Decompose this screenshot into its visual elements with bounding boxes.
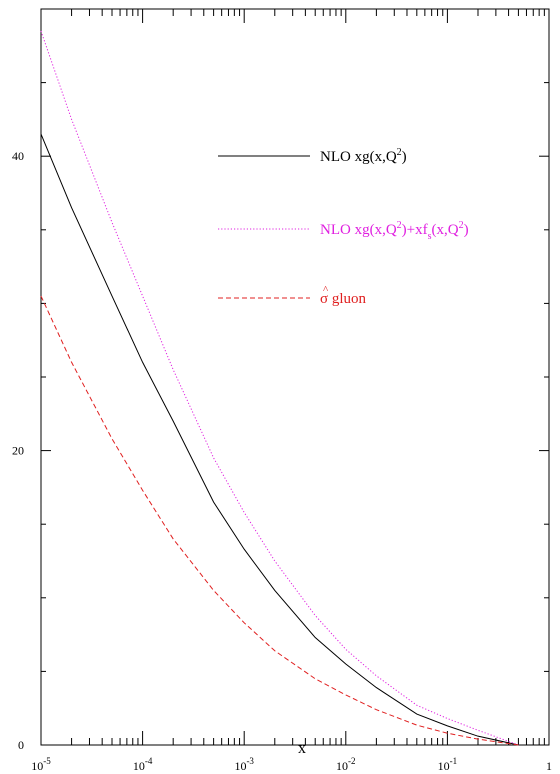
series-layer [40,30,519,746]
y-tick-label: 20 [12,444,24,458]
plot-frame [40,8,550,746]
y-tick-label: 40 [12,149,24,163]
x-tick-label: 10-3 [234,756,254,773]
legend-label-1: NLO xg(x,Q2) [320,147,407,165]
x-tick-label: 10-5 [31,756,51,773]
legend-label-3: σ gluon [320,291,367,307]
axis-ticks [40,8,549,746]
series-line-1 [40,133,519,746]
x-tick-label: 10-2 [336,756,356,773]
y-tick-label: 0 [18,738,24,752]
x-tick-label: 1 [546,759,552,773]
series-line-2 [40,30,519,746]
x-tick-label: 10-1 [438,756,458,773]
legend-hat: ^ [323,284,329,296]
x-tick-label: 10-4 [133,756,153,773]
x-axis-label: x [298,740,306,757]
tick-labels: 10-5 10-4 10-3 10-2 10-1 1 0 20 40 [12,149,552,773]
legend: NLO xg(x,Q2) NLO xg(x,Q2)+xfs(x,Q2) σ gluo… [218,147,469,307]
legend-label-2: NLO xg(x,Q2)+xfs(x,Q2) [320,220,469,242]
series-line-3 [40,295,519,746]
